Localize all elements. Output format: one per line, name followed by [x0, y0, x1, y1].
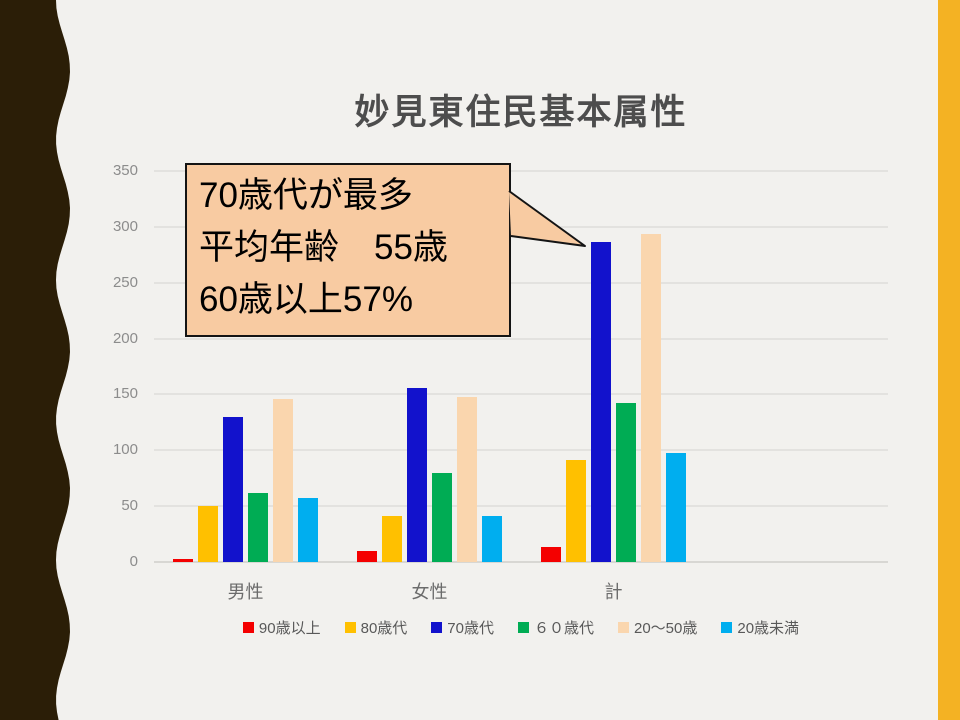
legend-swatch [618, 622, 629, 633]
legend-label: ６０歳代 [533, 620, 594, 637]
y-axis-tick-label: 300 [112, 217, 138, 235]
gridline [154, 505, 888, 508]
y-axis-tick-label: 350 [112, 162, 138, 179]
bar-90歳以上-計 [541, 547, 561, 562]
callout-tail-shape [508, 190, 586, 247]
y-axis-tick-label: 0 [129, 553, 138, 570]
legend-swatch [431, 622, 443, 633]
x-axis-line [154, 561, 888, 563]
gridline [154, 337, 888, 340]
legend-label: 20歳未満 [737, 620, 800, 637]
bar-20歳未満-女性 [482, 516, 502, 562]
left-wave-decoration [0, 0, 70, 720]
legend-label: 20〜50歳 [634, 620, 698, 637]
bar-80歳代-女性 [382, 516, 402, 562]
legend-label: 70歳代 [447, 620, 494, 637]
legend-label: 80歳代 [360, 620, 408, 637]
legend-item: 80歳代 [344, 617, 408, 638]
gridline [154, 449, 888, 452]
right-border-strip [938, 0, 960, 720]
callout-line-3: 60歳以上57% [199, 280, 413, 319]
x-axis-category-label: 計 [604, 582, 623, 602]
legend-item: 20〜50歳 [618, 617, 697, 638]
legend-swatch [721, 622, 733, 633]
callout-box: 70歳代が最多 平均年齢 55歳 60歳以上57% [185, 163, 511, 337]
bar-20歳未満-男性 [298, 498, 318, 562]
legend-item: ６０歳代 [517, 617, 594, 638]
gridline [154, 393, 888, 396]
y-axis-tick-label: 200 [112, 329, 138, 347]
legend-swatch [344, 622, 356, 633]
bar-80歳代-計 [566, 460, 586, 562]
bar-20〜50歳-男性 [273, 398, 293, 562]
y-axis-tick-label: 150 [112, 385, 138, 403]
bar-６０歳代-男性 [248, 492, 268, 562]
bar-80歳代-男性 [198, 506, 218, 562]
chart-title: 妙見東住民基本属性 [354, 93, 688, 132]
bar-20〜50歳-計 [641, 233, 661, 562]
bar-70歳代-計 [591, 242, 611, 562]
legend-swatch [517, 622, 529, 633]
bar-90歳以上-女性 [357, 550, 377, 562]
legend-item: 70歳代 [431, 617, 494, 638]
left-wave-shape [0, 0, 70, 720]
gridline [154, 281, 888, 284]
callout-line-2: 平均年齢 55歳 [199, 228, 448, 267]
x-axis-category-label: 女性 [411, 582, 448, 602]
legend-item: 90歳以上 [242, 617, 321, 638]
y-axis-tick-label: 250 [112, 273, 138, 291]
bar-20歳未満-計 [666, 452, 686, 562]
legend-swatch [242, 622, 254, 633]
chart-legend: 90歳以上 80歳代 70歳代 ６０歳代 20〜50歳 20歳未満 [154, 617, 888, 638]
callout-text: 70歳代が最多 平均年齢 55歳 60歳以上57% [187, 165, 509, 326]
callout-line-1: 70歳代が最多 [199, 176, 413, 215]
bar-90歳以上-男性 [173, 558, 193, 562]
bar-６０歳代-女性 [432, 472, 452, 562]
callout-tail [508, 190, 586, 247]
y-axis-tick-label: 100 [112, 441, 138, 459]
bar-20〜50歳-女性 [457, 396, 477, 562]
y-axis-tick-label: 50 [121, 497, 138, 515]
gridline [154, 170, 888, 172]
bar-70歳代-男性 [223, 416, 243, 562]
bar-70歳代-女性 [407, 387, 427, 562]
bar-６０歳代-計 [616, 403, 636, 562]
x-axis-category-label: 男性 [227, 582, 264, 602]
legend-item: 20歳未満 [721, 617, 799, 638]
legend-label: 90歳以上 [258, 620, 321, 637]
